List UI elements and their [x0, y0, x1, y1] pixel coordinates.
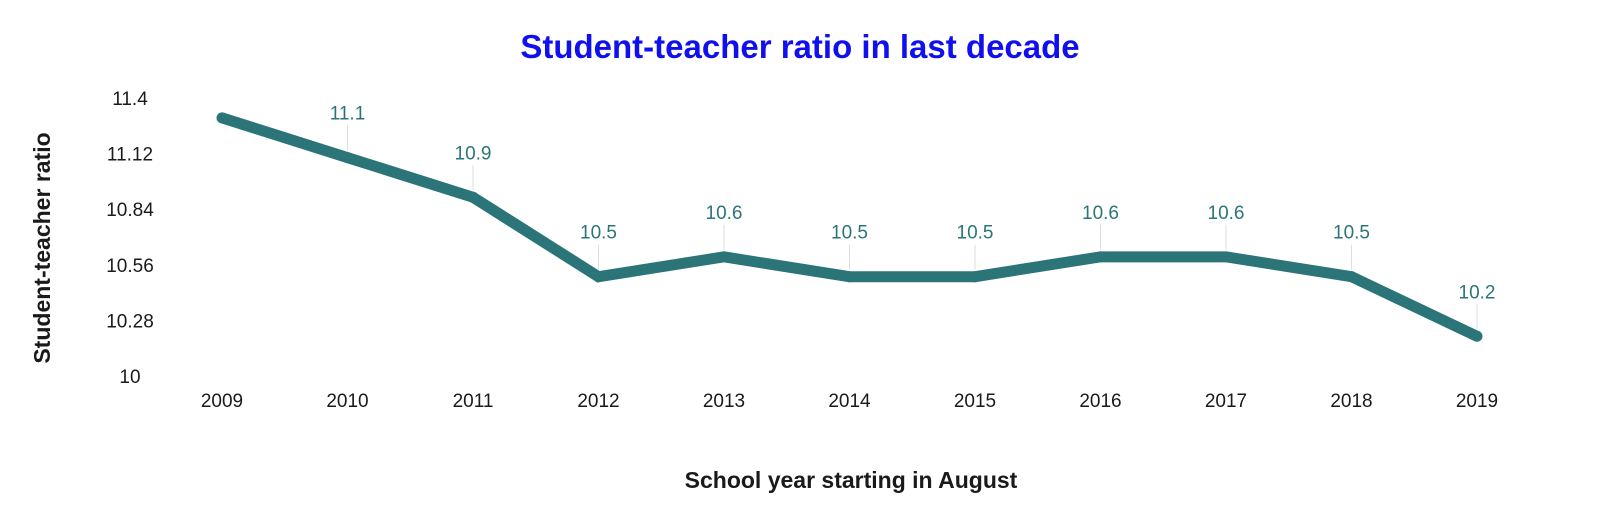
y-axis-ticks: 10 10.28 10.56 10.84 11.12 11.4: [106, 89, 154, 388]
x-tick-label: 2012: [577, 391, 619, 412]
data-point: [718, 251, 730, 263]
x-tick-label: 2011: [453, 391, 494, 412]
data-label: 10.5: [957, 223, 994, 244]
series: [216, 112, 1483, 342]
data-point: [1346, 271, 1357, 283]
x-tick-label: 2019: [1456, 391, 1498, 412]
data-point: [969, 271, 981, 283]
data-point: [1095, 251, 1106, 263]
chart-title: Student-teacher ratio in last decade: [520, 28, 1079, 65]
y-tick-label: 11.4: [112, 89, 148, 110]
x-tick-label: 2015: [954, 391, 996, 412]
data-label: 11.1: [330, 104, 366, 125]
data-point: [342, 152, 353, 164]
data-label: 10.5: [831, 223, 868, 244]
data-point: [844, 271, 855, 283]
data-label: 10.9: [455, 143, 492, 164]
data-label: 10.5: [1333, 223, 1370, 244]
data-point: [467, 191, 479, 203]
data-point: [1220, 251, 1232, 263]
x-tick-label: 2013: [703, 391, 745, 412]
x-tick-label: 2018: [1330, 391, 1372, 412]
data-point: [593, 271, 604, 283]
x-tick-label: 2009: [201, 391, 243, 412]
x-tick-label: 2016: [1079, 391, 1121, 412]
y-tick-label: 11.12: [107, 145, 153, 166]
x-axis-title: School year starting in August: [685, 467, 1018, 493]
y-tick-label: 10.84: [106, 200, 154, 221]
data-label-leaders: [347, 125, 1478, 330]
data-label: 10.2: [1459, 282, 1496, 303]
data-point: [1471, 330, 1483, 342]
y-tick-label: 10.28: [106, 311, 154, 332]
data-label: 10.6: [1208, 203, 1245, 224]
y-tick-label: 10.56: [106, 256, 154, 277]
x-axis-ticks: 2009 2010 2011 2012 2013 2014 2015 2016 2017 2018…: [201, 391, 1498, 412]
x-tick-label: 2010: [326, 391, 368, 412]
data-point: [216, 112, 228, 124]
data-labels: 11.1 10.9 10.5 10.6 10.5 10.5 10.6 10.6 10.5 10.2: [330, 104, 1496, 304]
data-label: 10.6: [1082, 203, 1119, 224]
data-label: 10.5: [580, 223, 617, 244]
x-tick-label: 2014: [828, 391, 871, 412]
data-label: 10.6: [706, 203, 743, 224]
y-tick-label: 10: [119, 367, 140, 388]
y-axis-title: Student-teacher ratio: [29, 132, 55, 363]
x-tick-label: 2017: [1205, 391, 1247, 412]
